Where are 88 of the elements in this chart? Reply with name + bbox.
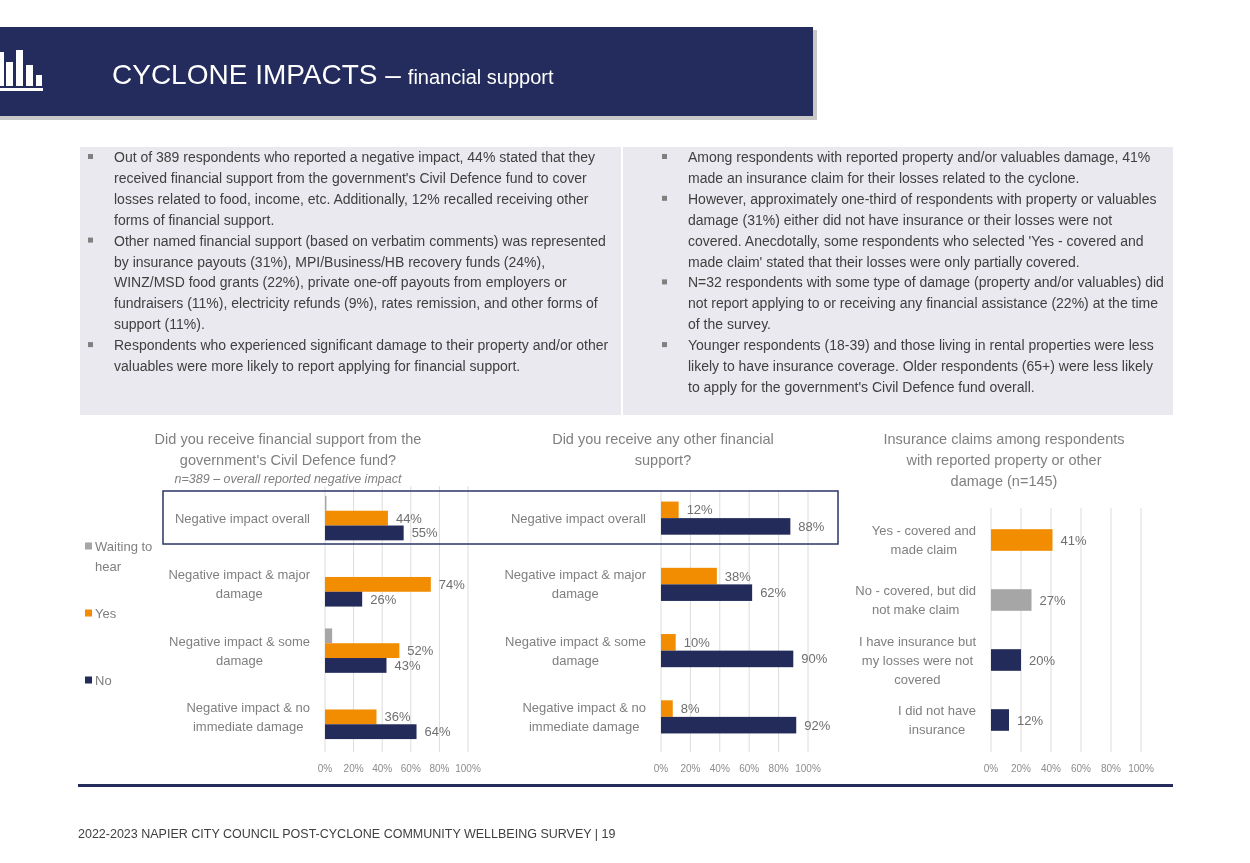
chart-title: Did you receive any other financial support? [552,431,774,468]
x-tick-label: 20% [680,763,701,774]
y-tick-label: Negative impact & some damage [169,633,311,668]
bar [325,628,333,644]
y-tick-label: Negative impact & major damage [504,567,647,602]
x-tick-label: 0% [317,763,333,774]
data-label: 43% [394,657,421,673]
x-tick-label: 40% [372,763,393,774]
text: Among respondents with reported property and/or valuables damage, 41% made an insurance claim for their losses related to the cyclone. [688,149,1151,186]
bar [325,709,377,725]
x-tick-label: 20% [343,763,364,774]
bar [325,658,387,673]
y-tick-label: Yes - covered and made claim [871,523,976,557]
x-tick-label: 40% [709,763,730,774]
chart-title: Insurance claims among respondents with reported property or other damage (n=145) [883,431,1125,489]
data-label: 90% [801,651,828,667]
bar [325,591,363,607]
bar [661,650,794,668]
data-label: 44% [395,510,423,526]
chart-title: Did you receive financial support from the government's Civil Defence fund? [154,431,422,468]
x-tick-label: 20% [1010,763,1032,774]
x-tick-label: 60% [400,763,421,774]
x-tick-label: 60% [1070,763,1092,774]
y-tick-label: Negative impact overall [510,510,647,526]
data-label: 12% [686,502,714,518]
text: However, approximately one-third of respondents with property or valuables damage (31%) either did not have insurance or their losses were not covered. Anecdotally, some respondents who selected 'Yes - covered and made claim' stated that their losses were only partially covered. [688,190,1157,270]
data-label: 38% [724,568,752,584]
x-tick-label: 80% [768,763,789,774]
bar [661,518,791,535]
data-label: 74% [438,576,466,592]
bar [661,584,753,601]
text: Out of 389 respondents who reported a negative impact, 44% stated that they received financial support from the government's Civil Defence fund to cover losses related to food, income, etc. Additionally, 12% recalled receiving other forms of financial support. [114,149,595,228]
bar [661,567,717,585]
data-label: 88% [798,518,825,534]
bar [325,576,431,592]
text: Other named financial support (based on verbatim comments) was represented by insurance payouts (31%), MPI/Business/HB recovery funds (24%), WINZ/MSD food grants (22%), private one-off payouts from employers or fundraisers (11%), electricity refunds (9%), rates remission, and other forms of support (11%). [114,232,606,333]
text: Younger respondents (18-39) and those living in rental properties were less likely to have insurance coverage. Older respondents (65+) were less likely to apply for the government's Civil Defence fund overall. [688,337,1154,395]
data-label: 64% [424,724,451,740]
text: CYCLONE IMPACTS – [112,59,402,90]
y-tick-label: Negative impact & some damage [505,633,647,668]
bar [661,716,797,734]
y-tick-label: Negative impact & major damage [168,567,311,602]
text: 2022-2023 NAPIER CITY COUNCIL POST-CYCLONE COMMUNITY WELLBEING SURVEY | 19 [78,827,616,841]
bar [661,634,676,651]
data-label: 26% [370,591,397,607]
x-tick-label: 100% [795,763,821,774]
x-tick-label: 0% [983,763,999,774]
legend-label: Waiting to hear [95,538,153,574]
data-label: 27% [1039,592,1066,608]
data-label: 41% [1060,532,1087,548]
bar [325,525,404,541]
bar [325,643,400,659]
x-tick-label: 80% [1100,763,1122,774]
x-tick-label: 100% [455,763,481,774]
data-label: 52% [407,643,434,659]
y-tick-label: Negative impact & no immediate damage [186,699,311,734]
legend-label: Yes [95,605,117,621]
x-tick-label: 60% [739,763,760,774]
text: financial support [407,66,554,88]
chart-subtitle: n=389 – overall reported negative impact [174,472,402,486]
bar [661,501,679,519]
bar [325,510,388,526]
data-label: 36% [384,709,411,725]
y-tick-label: Negative impact overall [174,510,311,526]
data-label: 55% [411,525,439,541]
bar [991,649,1021,671]
y-tick-label: No - covered, but did not make claim [855,583,977,617]
data-label: 62% [760,585,787,601]
bar [661,700,673,717]
y-tick-label: I did not have insurance [897,703,976,737]
data-label: 12% [1017,712,1044,728]
legend-label: No [95,672,112,688]
x-tick-label: 40% [1040,763,1062,774]
text: Respondents who experienced significant damage to their property and/or other valuables were more likely to report applying for financial support. [114,337,609,374]
bar [325,724,417,740]
x-tick-label: 100% [1128,763,1154,774]
text: N=32 respondents with some type of damage (property and/or valuables) did not report applying to or receiving any financial assistance (22%) at the time of the survey. [688,274,1164,333]
data-label: 92% [804,717,831,733]
y-tick-label: I have insurance but my losses were not covered [858,633,977,687]
y-tick-label: Negative impact & no immediate damage [522,699,647,734]
data-label: 10% [683,634,711,650]
bar [991,709,1009,731]
x-tick-label: 80% [429,763,450,774]
bar [991,529,1053,551]
x-tick-label: 0% [653,763,669,774]
data-label: 8% [680,701,700,717]
data-label: 20% [1029,652,1056,668]
bar [991,589,1032,611]
